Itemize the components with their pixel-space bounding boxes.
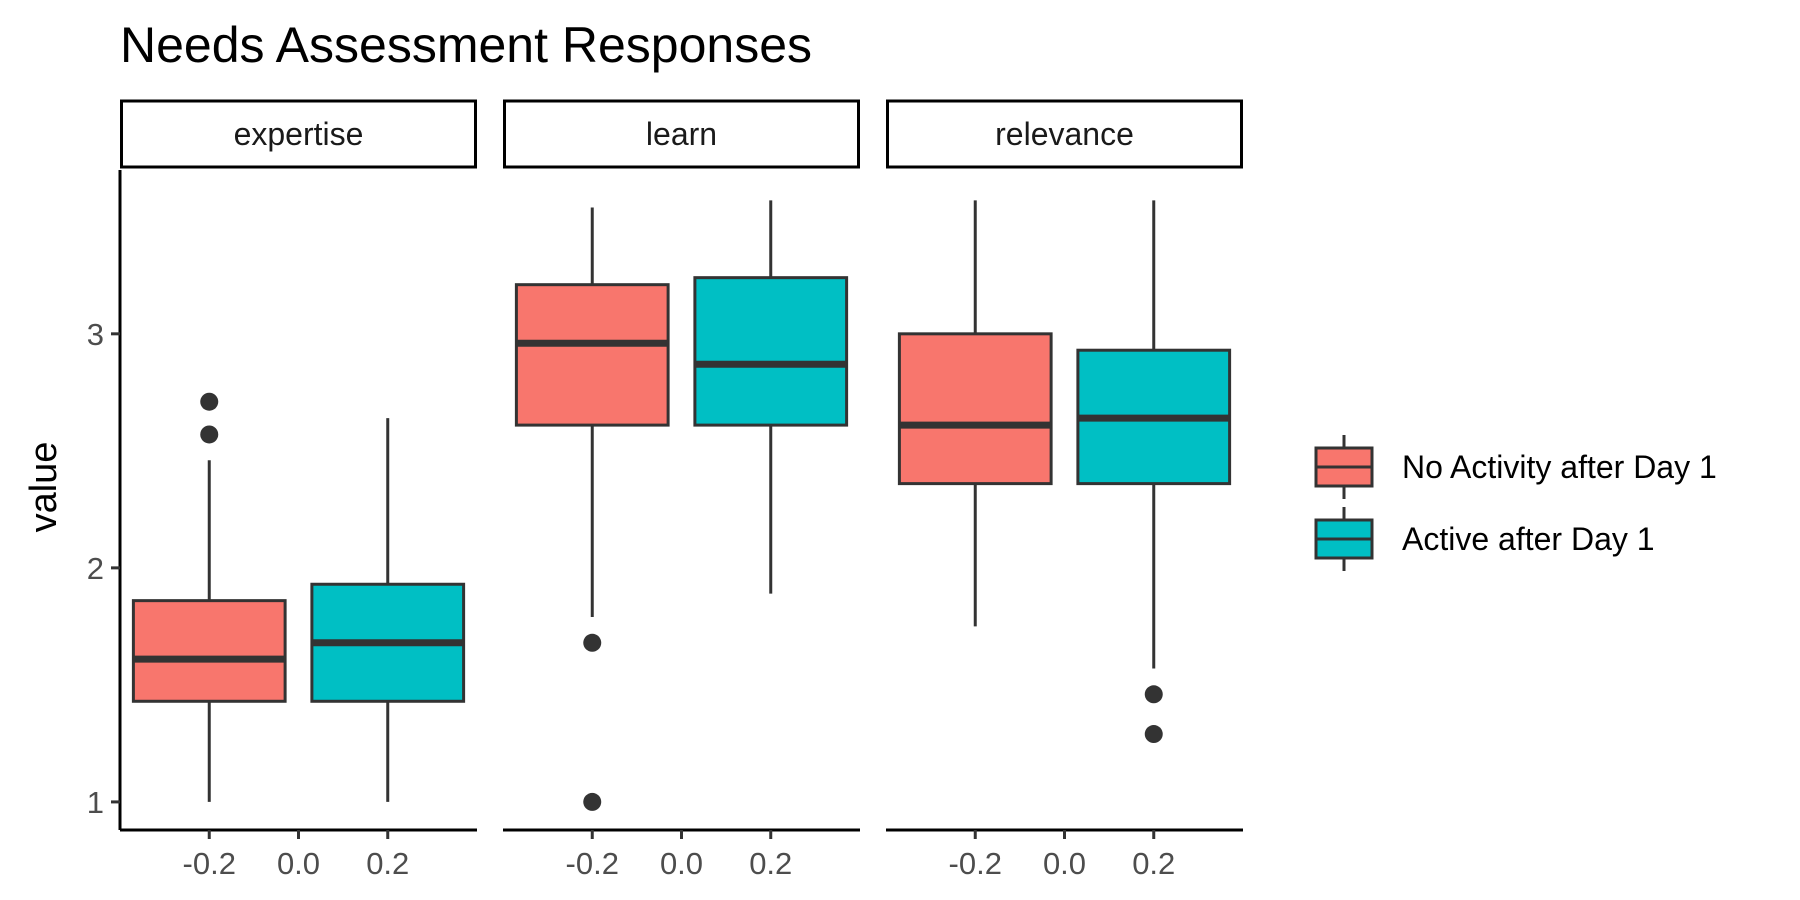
outlier-point: [1144, 725, 1163, 744]
box-relevance: [897, 200, 1053, 627]
y-tick-label: 1: [87, 785, 104, 820]
legend-label: Active after Day 1: [1402, 521, 1655, 557]
y-tick-label: 3: [87, 317, 104, 352]
x-tick-label: 0.2: [366, 846, 409, 881]
legend: No Activity after Day 1 Active after Day …: [1314, 435, 1717, 571]
box-iqr: [693, 276, 849, 427]
y-axis-title: value: [23, 442, 65, 533]
box-relevance: [1076, 200, 1232, 744]
y-axis: 1 2 3: [87, 170, 122, 830]
box-expertise: [310, 418, 466, 802]
facet-strip-label: learn: [646, 116, 717, 152]
box-expertise: [131, 392, 287, 802]
outlier-point: [200, 392, 219, 411]
x-tick-label: 0.0: [1043, 846, 1086, 881]
x-tick-label: 0.0: [660, 846, 703, 881]
y-tick-label: 2: [87, 551, 104, 586]
legend-label: No Activity after Day 1: [1402, 449, 1717, 485]
x-tick-label: 0.2: [749, 846, 792, 881]
facet-panel-relevance: relevance -0.2 0.0 0.2: [886, 99, 1243, 881]
x-tick-label: -0.2: [566, 846, 619, 881]
outlier-point: [583, 792, 602, 811]
x-tick-label: 0.0: [277, 846, 320, 881]
outlier-point: [583, 633, 602, 652]
box-learn: [693, 200, 849, 594]
facet-strip-label: relevance: [995, 116, 1134, 152]
chart-title: Needs Assessment Responses: [120, 17, 812, 73]
x-tick-label: -0.2: [183, 846, 236, 881]
box-iqr: [131, 599, 287, 703]
facet-strip: [503, 99, 860, 169]
legend-item: Active after Day 1: [1314, 507, 1655, 571]
outlier-point: [200, 425, 219, 444]
facet-strip: [886, 99, 1243, 169]
x-tick-label: 0.2: [1132, 846, 1175, 881]
box-iqr: [897, 332, 1053, 486]
box-iqr: [514, 283, 670, 427]
box-learn: [514, 207, 670, 811]
x-tick-label: -0.2: [949, 846, 1002, 881]
legend-item: No Activity after Day 1: [1314, 435, 1717, 499]
facet-strip: [120, 99, 477, 169]
facet-panel-learn: learn -0.2 0.0 0.2: [503, 99, 860, 881]
outlier-point: [1144, 685, 1163, 704]
facet-strip-label: expertise: [234, 116, 364, 152]
facet-panel-expertise: expertise -0.2 0.0 0.2: [120, 99, 477, 881]
